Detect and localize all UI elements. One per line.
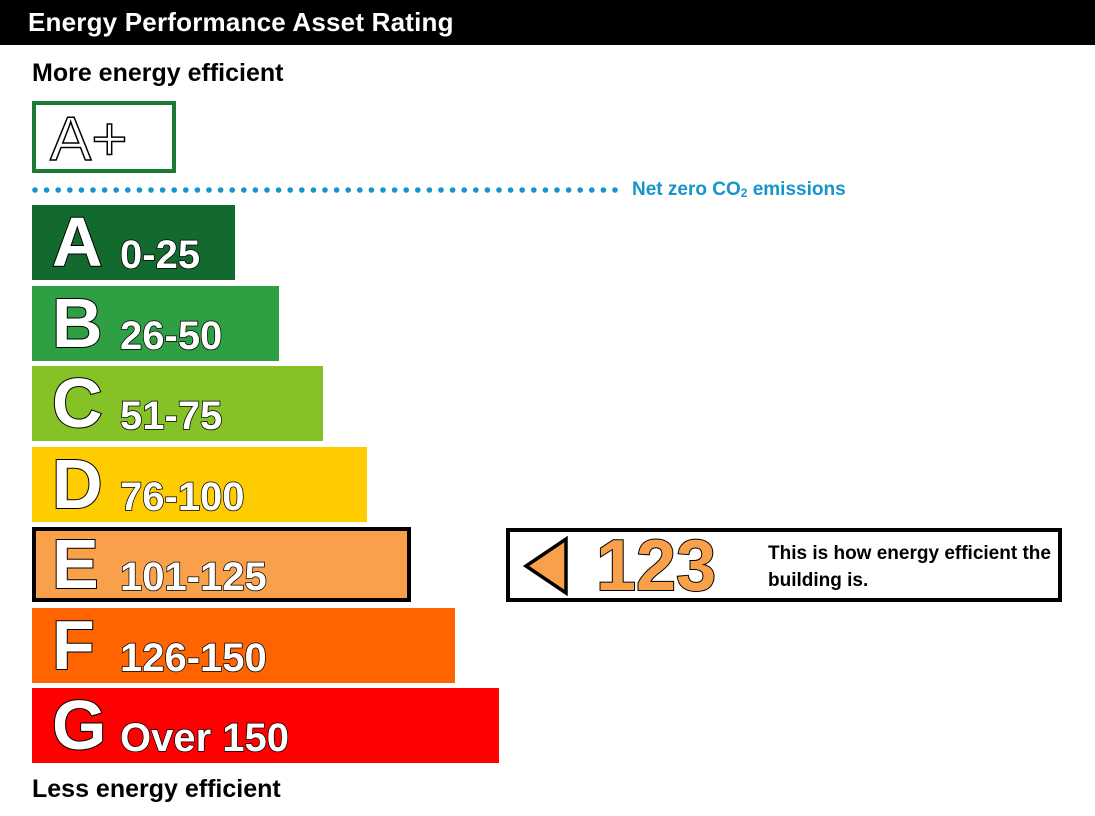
band-range: 101-125 [119, 554, 267, 600]
aplus-label: A+ [49, 105, 128, 174]
net-zero-dot [589, 187, 595, 193]
net-zero-dot [67, 187, 73, 193]
band-g: G Over 150 [32, 685, 499, 765]
band-e: E 101-125 [32, 524, 411, 604]
net-zero-dot [391, 187, 398, 193]
net-zero-dot [554, 187, 560, 193]
net-zero-dot [438, 187, 444, 193]
left-arrow-icon [522, 535, 568, 597]
band-b: B 26-50 [32, 283, 279, 363]
net-zero-dot [345, 187, 352, 193]
band-letter: C [51, 363, 104, 443]
band-range: 76-100 [119, 474, 245, 520]
band-f: F 126-150 [32, 605, 455, 685]
band-a: A 0-25 [32, 202, 235, 282]
net-zero-label: Net zero CO2 emissions [632, 179, 846, 204]
less-efficient-caption: Less energy efficient [32, 775, 281, 803]
band-letter: A [51, 202, 104, 282]
net-zero-dot [519, 187, 525, 193]
rating-value: 123 [595, 526, 717, 606]
band-d: D 76-100 [32, 444, 367, 524]
net-zero-dot [415, 187, 421, 193]
rating-indicator: 123 This is how energy efficient the bui… [506, 526, 1062, 606]
aplus-band: A+ [32, 101, 176, 173]
net-zero-dot [542, 187, 549, 193]
band-c: C 51-75 [32, 363, 323, 443]
net-zero-dot [322, 187, 328, 193]
net-zero-dot [473, 187, 479, 193]
net-zero-dot [368, 187, 375, 193]
net-zero-dot [565, 187, 572, 193]
net-zero-dot [32, 187, 38, 193]
net-zero-dot [55, 187, 61, 193]
net-zero-dot [380, 187, 386, 193]
net-zero-dot [310, 187, 317, 193]
net-zero-dot [264, 187, 270, 193]
band-range: 51-75 [119, 393, 223, 439]
net-zero-dot [461, 187, 468, 193]
more-efficient-caption: More energy efficient [32, 59, 284, 87]
band-range: 0-25 [119, 232, 201, 278]
net-zero-dot [206, 187, 212, 193]
band-letter: F [51, 605, 96, 685]
band-range: 126-150 [119, 635, 267, 681]
page-title: Energy Performance Asset Rating [28, 7, 454, 37]
net-zero-dot [252, 187, 259, 193]
net-zero-label-tail: emissions [747, 179, 846, 200]
net-zero-dot [449, 187, 456, 193]
net-zero-dot [275, 187, 282, 193]
net-zero-dot [357, 187, 363, 193]
net-zero-dot [299, 187, 305, 193]
net-zero-dot [101, 187, 108, 193]
band-letter: D [51, 444, 104, 524]
net-zero-dot [403, 187, 410, 193]
net-zero-dot [113, 187, 119, 193]
band-letter: E [51, 524, 100, 604]
net-zero-dot [229, 187, 235, 193]
net-zero-dot [333, 187, 340, 193]
net-zero-dot [217, 187, 224, 193]
net-zero-dot [194, 187, 201, 193]
net-zero-dotted-line [32, 187, 618, 193]
net-zero-dot [531, 187, 537, 193]
net-zero-label-main: Net zero CO [632, 179, 741, 200]
net-zero-dot [136, 187, 143, 193]
net-zero-label-sub: 2 [740, 186, 748, 200]
net-zero-dot [612, 187, 618, 193]
net-zero-dot [125, 187, 131, 193]
net-zero-dot [241, 187, 247, 193]
net-zero-dot [287, 187, 293, 193]
net-zero-dot [496, 187, 502, 193]
net-zero-dot [507, 187, 514, 193]
band-letter: B [51, 283, 104, 363]
net-zero-dot [183, 187, 189, 193]
band-range: Over 150 [119, 715, 290, 761]
net-zero-dot [426, 187, 433, 193]
net-zero-dot [484, 187, 491, 193]
net-zero-dot [43, 187, 50, 193]
net-zero-dot [600, 187, 607, 193]
net-zero-dot [148, 187, 154, 193]
rating-note: This is how energy efficient the buildin… [768, 543, 1051, 591]
title-bar: Energy Performance Asset Rating [0, 0, 1095, 45]
band-letter: G [51, 685, 107, 765]
net-zero-dot [171, 187, 177, 193]
net-zero-dot [159, 187, 166, 193]
net-zero-dot [90, 187, 96, 193]
net-zero-dot [78, 187, 85, 193]
band-range: 26-50 [119, 313, 223, 359]
net-zero-dot [577, 187, 583, 193]
